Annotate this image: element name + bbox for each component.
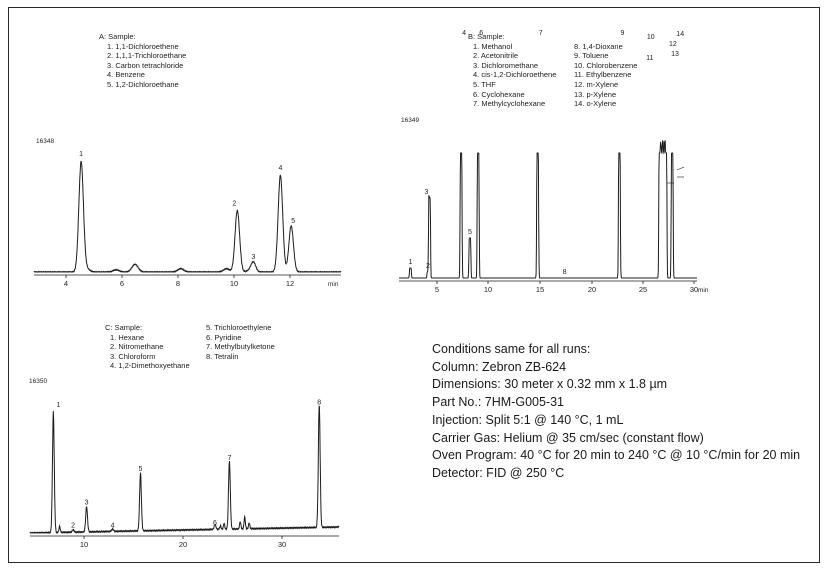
peak-label: 3 [85,500,89,507]
peak-label: 4 [278,165,282,172]
peak-label: 2 [232,200,236,207]
figure-frame [8,7,820,563]
peak-label: 13 [671,51,679,58]
sample-b-compound: 4. cis-1,2-Dichloroethene [473,70,557,80]
sample-b-compound: 9. Toluene [574,51,609,61]
chromatogram-trace-a [33,160,342,273]
sample-c-legend: C: Sample: 1. Hexane 2. Nitromethane 3. … [105,323,275,370]
peak-label: 5 [468,229,472,236]
peak-label: 4 [462,30,466,37]
x-tick-label: 30 [690,285,698,294]
sample-b-compound: 1. Methanol [473,41,513,51]
sample-c-compound: 7. Methylbutylketone [206,342,275,352]
peak-label: 9 [620,30,624,37]
sample-b-compound: 14. o-Xylene [574,99,617,109]
x-tick-label: 30 [278,540,286,549]
sample-a-compound: 3. Carbon tetrachloride [107,60,184,70]
peak-label: 1 [56,402,60,409]
peak-label: 2 [71,523,75,530]
condition-detector: Detector: FID @ 250 °C [432,465,565,480]
peak-label: 4 [111,523,115,530]
sample-a-heading: A: Sample: [99,32,136,41]
peak-label: 3 [425,189,429,196]
peak-label: 8 [317,400,321,407]
peak-leader-line [676,166,685,171]
condition-column: Column: Zebron ZB-624 [432,359,567,374]
x-axis-unit-label: min [328,281,339,288]
x-tick-label: 15 [536,285,544,294]
peak-label: 7 [227,455,231,462]
peak-label: 7 [539,30,543,37]
sample-a-legend: A: Sample: 1. 1,1-Dichloroethene 2. 1,1,… [99,32,186,89]
sample-b-legend: B: Sample: 1. Methanol 2. Acetonitrile 3… [468,32,637,108]
sample-a-compound: 1. 1,1-Dichloroethene [107,41,179,51]
sample-c-compound: 5. Trichloroethylene [206,323,272,332]
chromatogram-trace-c [29,405,340,535]
peak-label: 2 [426,263,430,270]
x-tick-label: 5 [435,285,439,294]
conditions-heading: Conditions same for all runs: [432,342,591,356]
peak-label: 5 [291,218,295,225]
x-tick-label: 12 [286,279,294,288]
x-tick-label: 6 [120,279,124,288]
sample-b-compound: 5. THF [473,79,496,89]
condition-part-no: Part No.: 7HM-G005-31 [432,395,564,410]
chromatogram-c-code: 16350 [29,378,48,385]
sample-c-heading: C: Sample: [105,323,143,332]
peak-label: 6 [213,520,217,527]
condition-oven-program: Oven Program: 40 °C for 20 min to 240 °C… [432,448,801,463]
peak-label: 12 [669,41,677,48]
sample-b-compound: 11. Ethylbenzene [574,70,632,80]
chromatogram-b-code: 16349 [401,117,420,124]
chromatogram-trace-b [399,140,697,279]
x-axis-unit-label: min [698,287,709,294]
sample-b-compound: 13. p-Xylene [574,89,617,99]
peak-label: 3 [252,254,256,261]
peak-label: 11 [646,55,653,62]
sample-b-compound: 10. Chlorobenzene [574,60,638,70]
sample-c-compound: 1. Hexane [110,332,145,342]
sample-a-compound: 2. 1,1,1-Trichloroethane [107,51,187,61]
peak-label: 14 [676,31,684,38]
peak-label: 6 [479,30,483,37]
chromatogram-a-code: 16348 [36,138,55,145]
peak-label: 5 [139,466,143,473]
x-tick-label: 8 [176,279,180,288]
sample-c-compound: 3. Chloroform [110,351,156,361]
x-tick-label: 4 [64,279,68,288]
sample-c-compound: 4. 1,2-Dimethoxyethane [110,361,190,371]
peak-label: 1 [79,151,83,158]
sample-c-compound: 2. Nitromethane [110,342,164,352]
x-tick-label: 10 [484,285,492,294]
condition-dimensions: Dimensions: 30 meter x 0.32 mm x 1.8 µm [432,377,668,392]
sample-b-compound: 12. m-Xylene [574,79,619,89]
x-tick-label: 20 [179,540,187,549]
sample-b-compound: 7. Methylcyclohexane [473,99,546,109]
condition-injection: Injection: Split 5:1 @ 140 °C, 1 mL [432,412,624,427]
peak-label: 10 [647,34,655,41]
sample-b-compound: 6. Cyclohexane [473,89,525,99]
peak-label: 8 [563,269,567,276]
sample-c-compound: 6. Pyridine [206,332,242,342]
peak-label: 1 [408,259,412,266]
sample-b-heading: B: Sample: [468,32,505,41]
sample-a-compound: 4. Benzene [107,70,145,80]
sample-b-compound: 8. 1,4-Dioxane [574,41,623,51]
condition-carrier-gas: Carrier Gas: Helium @ 35 cm/sec (constan… [432,430,704,445]
sample-b-compound: 3. Dichloromethane [473,60,539,70]
sample-a-compound: 5. 1,2-Dichloroethane [107,79,179,89]
sample-b-compound: 2. Acetonitrile [473,51,519,61]
x-tick-label: 10 [80,540,88,549]
run-conditions: Conditions same for all runs: Column: Ze… [432,341,800,483]
x-tick-label: 25 [639,285,647,294]
x-tick-label: 10 [230,279,238,288]
sample-c-compound: 8. Tetralin [206,351,239,361]
x-tick-label: 20 [588,285,596,294]
